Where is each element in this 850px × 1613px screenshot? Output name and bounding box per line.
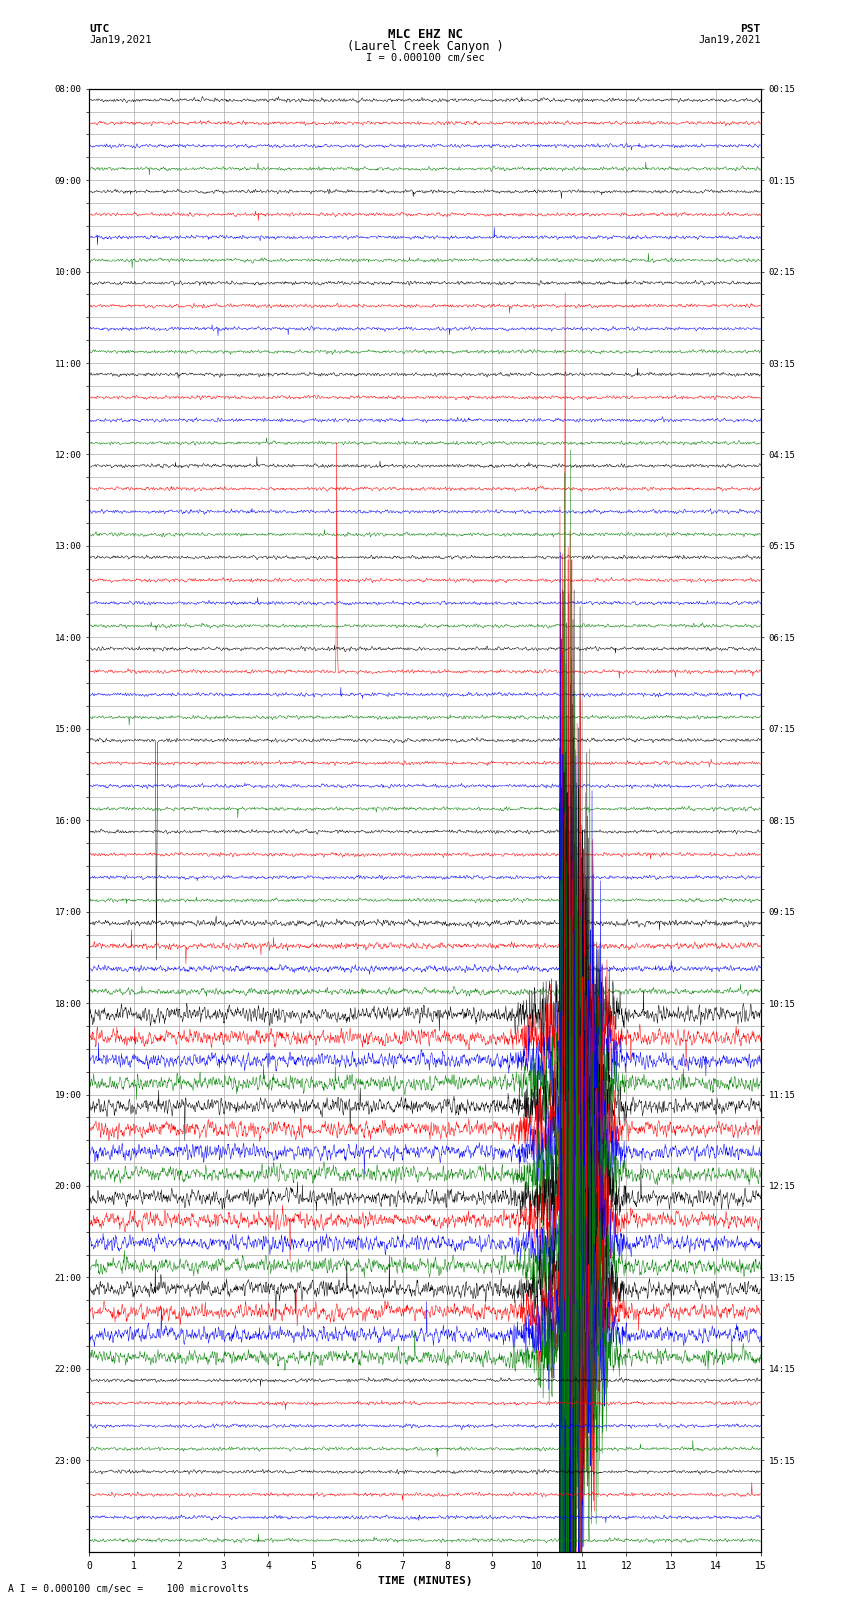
Text: A I = 0.000100 cm/sec =    100 microvolts: A I = 0.000100 cm/sec = 100 microvolts [8,1584,249,1594]
Text: PST: PST [740,24,761,34]
Text: Jan19,2021: Jan19,2021 [89,35,152,45]
X-axis label: TIME (MINUTES): TIME (MINUTES) [377,1576,473,1586]
Text: Jan19,2021: Jan19,2021 [698,35,761,45]
Text: I = 0.000100 cm/sec: I = 0.000100 cm/sec [366,53,484,63]
Text: (Laurel Creek Canyon ): (Laurel Creek Canyon ) [347,40,503,53]
Text: MLC EHZ NC: MLC EHZ NC [388,29,462,42]
Text: UTC: UTC [89,24,110,34]
